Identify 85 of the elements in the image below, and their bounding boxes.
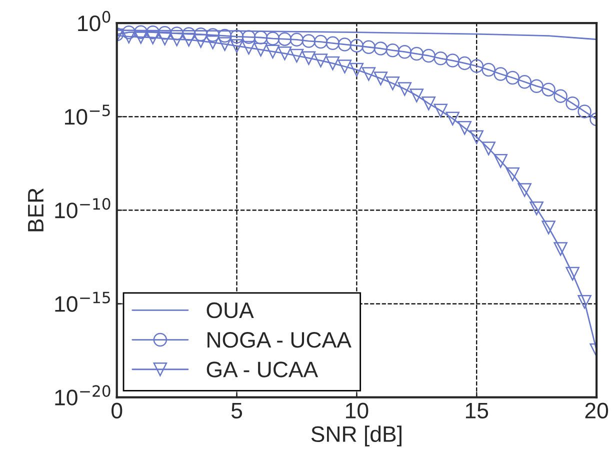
point [506, 167, 520, 182]
point [422, 96, 436, 110]
x-axis-title: SNR [dB] [311, 426, 402, 446]
point [302, 34, 316, 48]
point [554, 89, 568, 103]
point [182, 32, 196, 47]
x-tick-label: 20 [585, 402, 608, 419]
point [302, 51, 316, 65]
point [374, 42, 388, 56]
point [218, 28, 232, 43]
y-tick-label: 10$^{−5}$ [65, 104, 110, 125]
point [410, 88, 424, 102]
x-tick-label: 10 [346, 402, 368, 419]
point [554, 242, 568, 256]
y-tick-label: 10$^{0}$ [78, 10, 110, 32]
point [482, 142, 496, 156]
point [542, 82, 556, 96]
point [470, 59, 484, 73]
point [290, 32, 304, 47]
point [242, 30, 256, 44]
point [494, 154, 508, 168]
point [446, 112, 460, 126]
y-tick-label: 10$^{−20}$ [55, 385, 110, 406]
point [278, 32, 292, 46]
x-tick-label: 5 [231, 402, 242, 419]
point [398, 82, 412, 96]
point [566, 96, 580, 110]
point [518, 183, 532, 197]
x-tick-label: 0 [112, 402, 122, 419]
point [434, 52, 448, 66]
point [338, 60, 352, 74]
point [146, 25, 160, 40]
y-tick-label: 10$^{−10}$ [55, 198, 110, 218]
point [542, 220, 556, 234]
point [218, 37, 232, 51]
y-tick-label: 10$^{−15}$ [55, 292, 110, 312]
point [530, 201, 544, 216]
point [122, 25, 136, 40]
point [578, 295, 592, 309]
point [386, 43, 400, 58]
point [410, 46, 424, 61]
point [350, 62, 364, 77]
point [158, 32, 172, 46]
point [470, 130, 484, 144]
legend-label: OUA [206, 302, 254, 318]
point [338, 38, 352, 52]
point [398, 44, 412, 59]
point [230, 39, 244, 53]
x-tick-label: 15 [466, 402, 488, 419]
point [458, 121, 472, 135]
point [446, 54, 460, 68]
point [230, 30, 244, 44]
point [134, 25, 148, 39]
point [362, 40, 376, 54]
point [326, 56, 340, 70]
point [350, 38, 364, 53]
point [266, 32, 280, 46]
point [458, 56, 472, 70]
point [530, 79, 544, 93]
point [254, 42, 268, 57]
point [206, 36, 220, 50]
point [362, 67, 376, 81]
point [254, 30, 268, 44]
point [506, 70, 520, 85]
point [518, 75, 532, 89]
point [482, 62, 496, 77]
point [326, 36, 340, 50]
point [374, 72, 388, 86]
point [266, 44, 280, 58]
point [386, 76, 400, 90]
legend-label: NOGA - UCAA [208, 332, 352, 348]
point [290, 48, 304, 63]
point [314, 34, 328, 49]
y-axis-title: BER [28, 188, 44, 232]
point [578, 104, 592, 118]
point [566, 266, 580, 281]
point [422, 48, 436, 63]
legend-label: GA - UCAA [206, 362, 318, 378]
point [146, 30, 160, 44]
point [434, 104, 448, 118]
point [494, 67, 508, 81]
point [314, 54, 328, 68]
point [206, 28, 220, 42]
point [242, 40, 256, 55]
point [278, 46, 292, 60]
